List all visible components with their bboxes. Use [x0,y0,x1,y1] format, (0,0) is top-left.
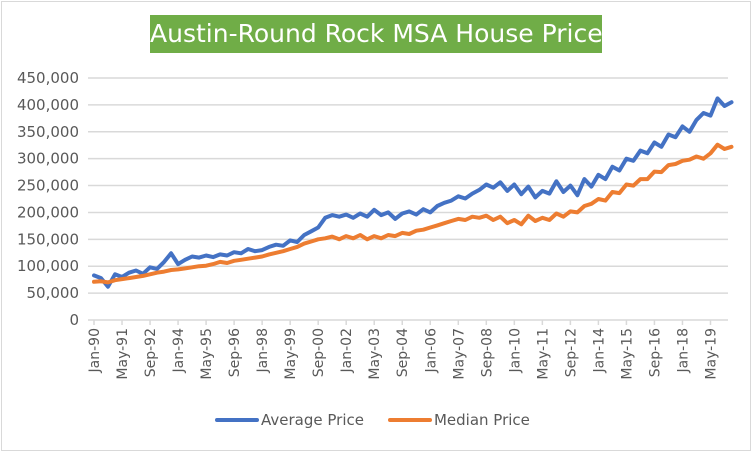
x-tick-label: Jan-06 [423,328,439,374]
y-tick-label: 100,000 [17,257,79,275]
y-tick-label: 450,000 [17,69,79,87]
y-tick-label: 350,000 [17,123,79,141]
legend-label-average: Average Price [261,411,364,429]
legend-swatch-average [215,418,259,422]
x-tick-label: Sep-96 [227,328,243,377]
x-tick-label: Jan-98 [255,328,271,373]
x-tick-label: Jan-90 [87,328,103,373]
x-tick-label: Jan-18 [675,328,691,373]
x-tick-label: May-03 [367,328,383,380]
y-tick-label: 400,000 [17,96,79,114]
legend-swatch-median [387,418,432,422]
legend: Average Price Median Price [215,410,554,430]
y-tick-label: 50,000 [27,284,80,302]
legend-item-average-price: Average Price [215,411,364,429]
series-lines [92,96,734,289]
x-tick-label: Sep-04 [395,328,411,377]
x-tick-label: Jan-94 [171,328,187,374]
x-tick-label: Jan-10 [507,328,523,373]
x-tick-label: Sep-92 [143,328,159,377]
x-tick-label: Jan-02 [339,328,355,373]
series-line-average-price [92,96,734,289]
gridlines [88,77,728,321]
y-tick-label: 150,000 [17,230,79,248]
x-tick-label: Sep-08 [479,328,495,377]
x-tick-label: May-07 [451,328,467,380]
y-tick-label: 300,000 [17,150,79,168]
x-tick-label: May-19 [703,328,719,380]
y-axis-ticks: 0 50,000 100,000 150,000 200,000 250,000 300,0… [17,69,79,329]
y-tick-label: 200,000 [17,203,79,221]
y-tick-label: 0 [69,311,79,329]
x-tick-label: Sep-00 [311,328,327,377]
x-tick-label: May-11 [535,328,551,380]
y-tick-label: 250,000 [17,177,79,195]
x-tick-label: May-91 [115,328,131,380]
x-tick-label: May-15 [619,328,635,380]
chart-title: Austin-Round Rock MSA House Prices [150,15,616,53]
legend-item-median-price: Median Price [387,411,530,429]
series-line-median-price [92,142,734,285]
x-tick-label: May-99 [283,328,299,380]
x-tick-label: May-95 [199,328,215,380]
x-axis-ticks: Jan-90 May-91 Sep-92 Jan-94 May-95 Sep-96 Jan-… [87,320,719,380]
x-tick-label: Jan-14 [591,328,607,374]
x-tick-label: Sep-16 [647,328,663,377]
legend-label-median: Median Price [433,411,530,429]
x-tick-label: Sep-12 [563,328,579,377]
